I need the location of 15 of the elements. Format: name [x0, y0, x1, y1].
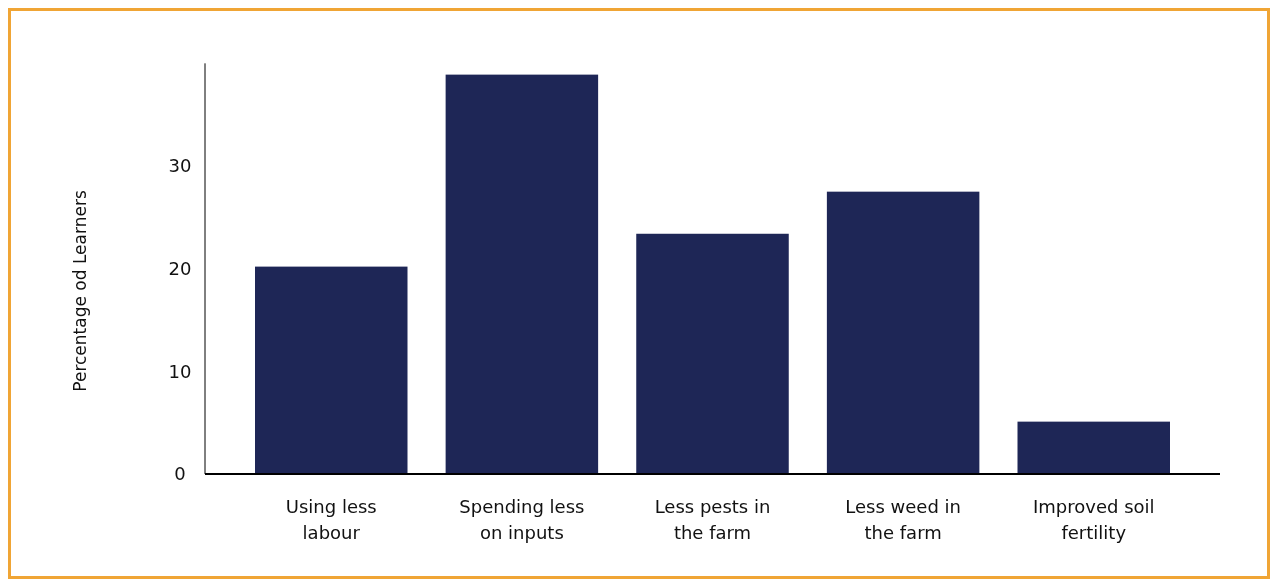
y-tick-label: 20 — [168, 257, 192, 279]
y-tick-label: 0 — [174, 463, 186, 485]
bar — [445, 74, 599, 474]
y-tick-label: 10 — [168, 360, 192, 382]
bar — [1017, 421, 1170, 474]
bar — [636, 233, 789, 474]
y-tick-label: 30 — [168, 155, 192, 177]
x-tick-label: Improved soil fertility — [1032, 496, 1155, 543]
x-tick-label: Less pests in the farm — [654, 496, 771, 543]
bar — [826, 191, 980, 474]
x-tick-label: Spending less on inputs — [459, 496, 585, 543]
x-tick-label: Less weed in the farm — [845, 496, 961, 543]
y-axis-title: Percentage od Learners — [70, 190, 90, 392]
x-tick-label: Using less labour — [285, 496, 377, 543]
bar — [255, 266, 408, 474]
